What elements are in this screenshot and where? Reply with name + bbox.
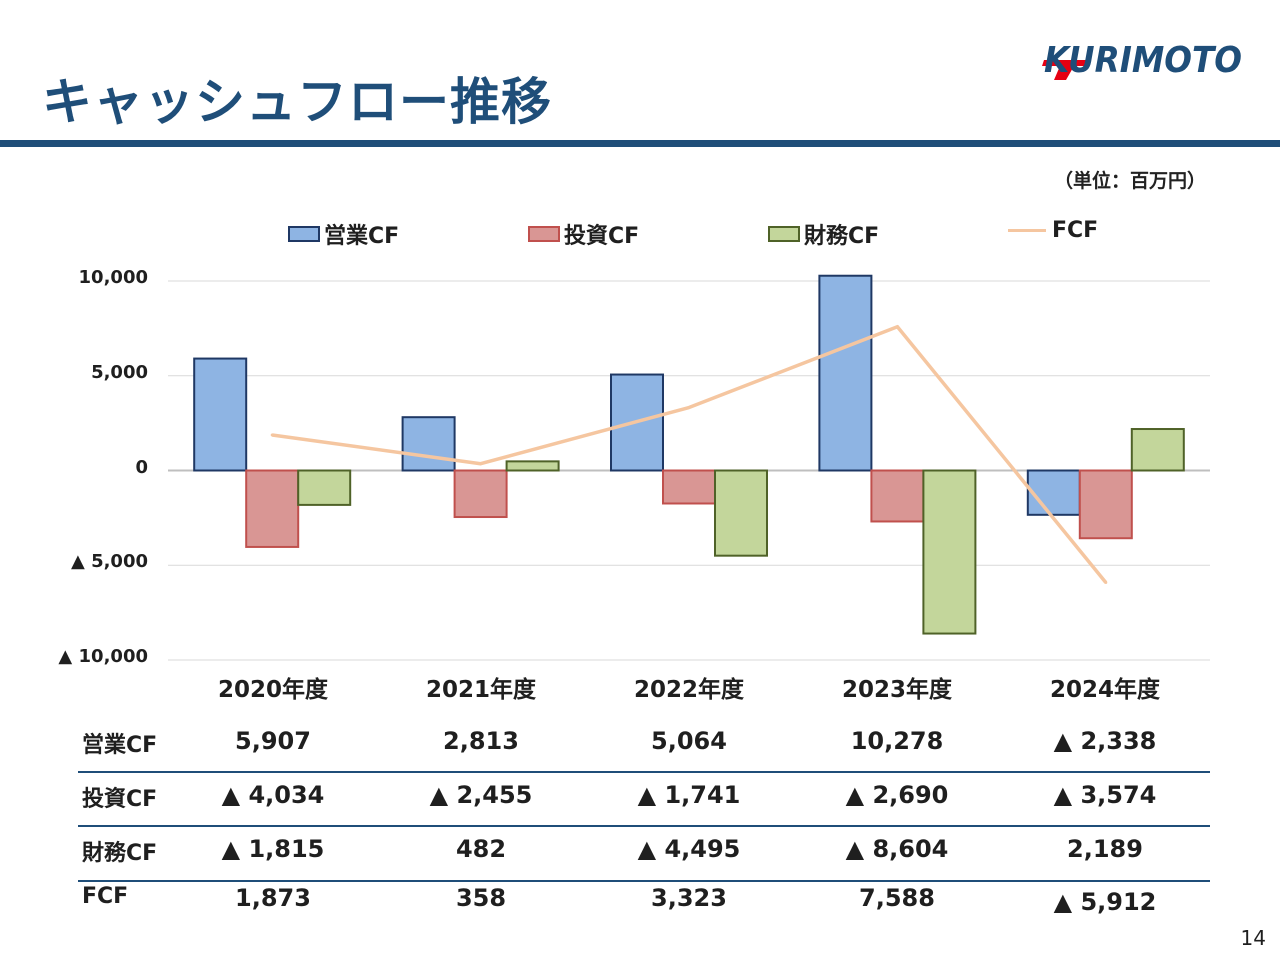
x-category-label: 2023年度 <box>841 677 952 703</box>
table-row-label: 営業CF <box>82 733 158 758</box>
table-cell: ▲ 5,912 <box>1053 888 1157 916</box>
x-category-label: 2024年度 <box>1049 677 1160 703</box>
table-cell: ▲ 1,815 <box>221 835 325 863</box>
table-row-label: FCF <box>82 884 129 909</box>
bar-financing-cf <box>505 460 560 472</box>
legend-swatch-operating <box>288 226 320 242</box>
unit-label: （単位：百万円） <box>1053 170 1206 192</box>
logo-accent-mark <box>1042 60 1088 80</box>
bar-investing-cf <box>870 469 925 523</box>
x-category-label: 2020年度 <box>217 677 328 703</box>
legend-label-financing: 財務CF <box>804 224 880 249</box>
table-cell: ▲ 2,455 <box>429 781 533 809</box>
table-cell: 358 <box>455 884 507 912</box>
bar-investing-cf <box>453 469 508 519</box>
legend-item-operating: 営業CF <box>288 218 399 250</box>
title-underline <box>0 140 1280 147</box>
bar-financing-cf <box>922 469 977 635</box>
table-row-separator <box>78 771 1210 773</box>
fcf-point <box>687 406 691 410</box>
table-cell: ▲ 1,741 <box>637 781 741 809</box>
bar-financing-cf <box>297 469 352 506</box>
table-cell: 482 <box>455 835 507 863</box>
legend-swatch-financing <box>768 226 800 242</box>
table-row-label: 投資CF <box>82 787 158 812</box>
fcf-point <box>270 433 274 437</box>
table-cell: 2,813 <box>443 727 519 755</box>
y-tick-label: ▲ 5,000 <box>70 551 148 572</box>
table-cell: ▲ 3,574 <box>1053 781 1157 809</box>
table-cell: ▲ 2,338 <box>1053 727 1157 755</box>
fcf-point <box>1104 581 1108 585</box>
table-row-label: 財務CF <box>82 841 158 866</box>
fcf-line <box>271 324 1108 584</box>
legend-swatch-investing <box>528 226 560 242</box>
fcf-point <box>895 325 899 329</box>
table-cell: ▲ 8,604 <box>845 835 949 863</box>
legend-item-financing: 財務CF <box>768 218 879 250</box>
table-cell: 5,064 <box>651 727 727 755</box>
table-row-separator <box>78 825 1210 827</box>
bar-investing-cf <box>245 469 300 548</box>
table-cell: 7,588 <box>859 884 935 912</box>
legend-label-investing: 投資CF <box>564 224 640 249</box>
y-tick-label: ▲ 10,000 <box>58 646 148 667</box>
fcf-point <box>479 462 483 466</box>
legend-label-fcf: FCF <box>1052 218 1099 243</box>
bar-operating-cf <box>193 357 248 472</box>
legend-label-operating: 営業CF <box>324 224 400 249</box>
table-cell: 2,189 <box>1067 835 1143 863</box>
table-row-separator <box>78 880 1210 882</box>
kurimoto-logo: KURIMOTO <box>1042 40 1242 80</box>
y-tick-label: 10,000 <box>78 267 148 288</box>
legend-item-fcf: FCF <box>1008 218 1098 243</box>
bar-operating-cf <box>818 274 873 472</box>
y-tick-label: 0 <box>135 457 148 478</box>
bar-financing-cf <box>714 469 768 557</box>
x-category-label: 2022年度 <box>633 677 744 703</box>
table-cell: 1,873 <box>235 884 311 912</box>
x-category-label: 2021年度 <box>425 677 536 703</box>
legend-item-investing: 投資CF <box>528 218 639 250</box>
logo-text: KURIMOTO <box>1044 40 1242 80</box>
table-cell: ▲ 4,034 <box>221 781 325 809</box>
legend-line-fcf <box>1008 229 1046 232</box>
y-tick-label: 5,000 <box>91 362 148 383</box>
page-number: 14 <box>1240 926 1266 950</box>
table-cell: 10,278 <box>850 727 944 755</box>
bar-investing-cf <box>662 469 716 505</box>
bar-operating-cf <box>1026 469 1081 516</box>
table-cell: ▲ 2,690 <box>845 781 949 809</box>
table-cell: ▲ 4,495 <box>637 835 741 863</box>
page-title: キャッシュフロー推移 <box>42 73 552 131</box>
table-cell: 5,907 <box>235 727 311 755</box>
table-cell: 3,323 <box>651 884 727 912</box>
bar-financing-cf <box>1130 428 1185 472</box>
bar-operating-cf <box>401 416 456 472</box>
bar-investing-cf <box>1078 469 1133 540</box>
